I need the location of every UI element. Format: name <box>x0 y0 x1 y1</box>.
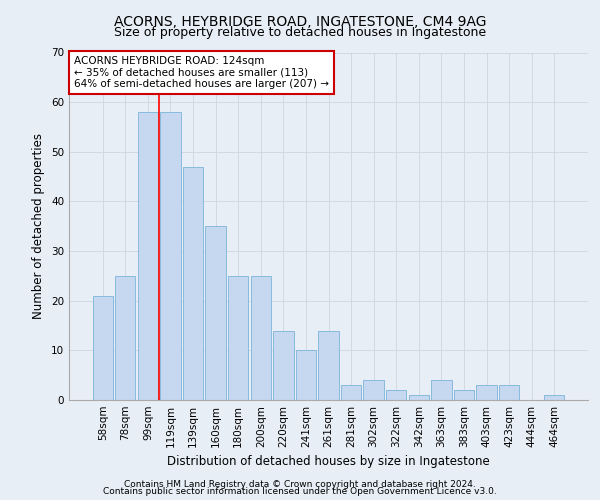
Bar <box>273 330 293 400</box>
Bar <box>228 276 248 400</box>
Text: Contains HM Land Registry data © Crown copyright and database right 2024.: Contains HM Land Registry data © Crown c… <box>124 480 476 489</box>
Bar <box>138 112 158 400</box>
Text: Contains public sector information licensed under the Open Government Licence v3: Contains public sector information licen… <box>103 488 497 496</box>
Bar <box>409 395 429 400</box>
Bar <box>160 112 181 400</box>
Bar <box>499 385 519 400</box>
Bar <box>386 390 406 400</box>
Bar <box>364 380 384 400</box>
X-axis label: Distribution of detached houses by size in Ingatestone: Distribution of detached houses by size … <box>167 456 490 468</box>
Bar <box>92 296 113 400</box>
Bar <box>341 385 361 400</box>
Bar <box>205 226 226 400</box>
Text: ACORNS, HEYBRIDGE ROAD, INGATESTONE, CM4 9AG: ACORNS, HEYBRIDGE ROAD, INGATESTONE, CM4… <box>114 15 486 29</box>
Bar <box>544 395 565 400</box>
Bar <box>183 166 203 400</box>
Text: Size of property relative to detached houses in Ingatestone: Size of property relative to detached ho… <box>114 26 486 39</box>
Text: ACORNS HEYBRIDGE ROAD: 124sqm
← 35% of detached houses are smaller (113)
64% of : ACORNS HEYBRIDGE ROAD: 124sqm ← 35% of d… <box>74 56 329 89</box>
Bar <box>431 380 452 400</box>
Bar <box>115 276 136 400</box>
Y-axis label: Number of detached properties: Number of detached properties <box>32 133 46 320</box>
Bar <box>251 276 271 400</box>
Bar <box>296 350 316 400</box>
Bar <box>476 385 497 400</box>
Bar <box>454 390 474 400</box>
Bar <box>319 330 338 400</box>
